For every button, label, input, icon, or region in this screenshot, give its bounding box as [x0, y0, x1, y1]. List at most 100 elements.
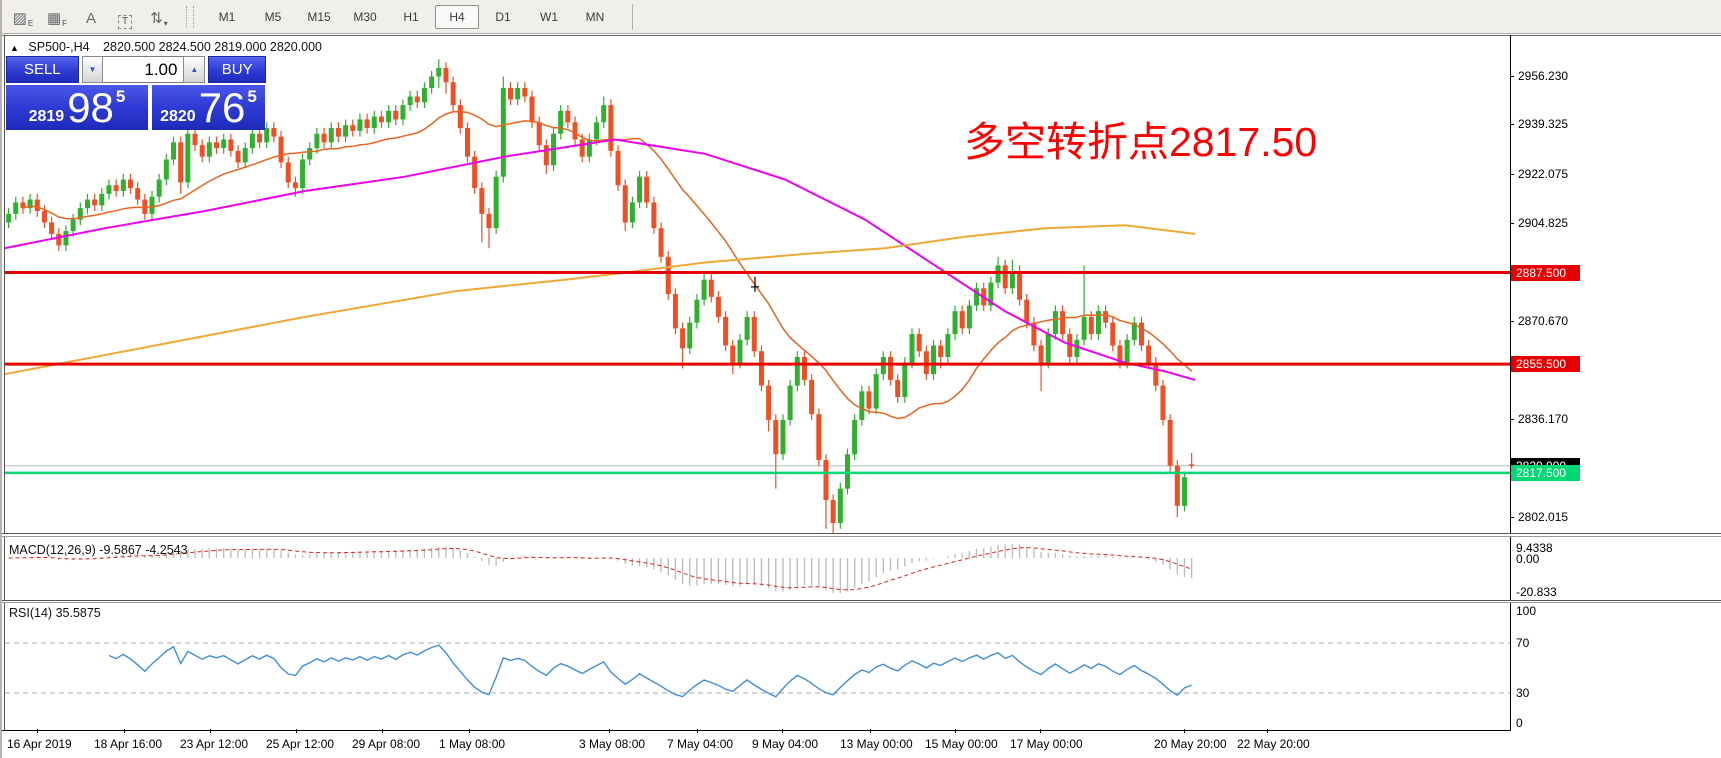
main-pane-top-border [2, 35, 1721, 36]
sell-price-big: 98 [67, 84, 114, 131]
main-macd-separator[interactable] [2, 533, 1721, 534]
text-box-icon[interactable]: T [112, 5, 138, 29]
rsi-axis-label: 100 [1516, 604, 1537, 618]
time-axis-tick [782, 729, 783, 733]
price-badge: 2855.500 [1511, 356, 1580, 372]
time-axis-tick [124, 729, 125, 733]
macd-values: -9.5867 -4.2543 [99, 543, 188, 557]
symbol-title: SP500-,H4 [28, 40, 90, 54]
ohlc-readout: 2820.500 2824.500 2819.000 2820.000 [103, 40, 323, 54]
tab-timeframe-m30[interactable]: M30 [353, 9, 377, 24]
pivot-annotation-text: 多空转折点2817.50 [964, 119, 1318, 165]
macd-axis-label: -20.833 [1516, 585, 1557, 599]
price-badge: 2817.500 [1511, 465, 1580, 481]
time-axis-tick [469, 729, 470, 733]
text-label-icon[interactable]: A [85, 9, 96, 27]
rsi-axis-label: 70 [1516, 636, 1530, 650]
time-axis-tick [210, 729, 211, 733]
price-axis-tick [1510, 174, 1514, 175]
time-axis-label: 7 May 04:00 [667, 737, 734, 751]
volume-input[interactable] [103, 56, 184, 83]
volume-decrease-button[interactable]: ▼ [81, 56, 104, 83]
price-axis-label: 2956.230 [1518, 69, 1569, 83]
symbol-header: ▲ SP500-,H4 2820.500 2824.500 2819.000 2… [10, 40, 322, 54]
buy-price-small: 2820 [160, 108, 196, 125]
time-axis-tick [382, 729, 383, 733]
price-axis-tick [1510, 321, 1514, 322]
tab-timeframe-d1[interactable]: D1 [495, 9, 511, 24]
time-axis-tick [1267, 729, 1268, 733]
price-axis-label: 2870.670 [1518, 314, 1569, 328]
time-axis-label: 9 May 04:00 [752, 737, 819, 751]
tab-timeframe-h4[interactable]: H4 [435, 4, 479, 29]
macd-axis-label: 9.4338 [1516, 541, 1553, 555]
time-axis-label: 16 Apr 2019 [7, 737, 72, 751]
price-axis-label: 2836.170 [1518, 412, 1569, 426]
macd-label: MACD(12,26,9) -9.5867 -4.2543 [9, 543, 188, 557]
time-axis-label: 15 May 00:00 [925, 737, 998, 751]
macd-axis-label: 0.00 [1516, 552, 1540, 566]
sell-button[interactable]: SELL [6, 56, 79, 83]
sell-price-sup: 5 [115, 87, 126, 106]
time-axis-tick [1040, 729, 1041, 733]
rsi-bottom-border [2, 730, 1511, 731]
price-axis-tick [1510, 76, 1514, 77]
time-axis-label: 18 Apr 16:00 [94, 737, 163, 751]
price-axis-label: 2802.015 [1518, 510, 1569, 524]
volume-increase-button[interactable]: ▲ [183, 56, 206, 83]
buy-price-big: 76 [198, 84, 246, 131]
plot-left-border [4, 35, 5, 730]
toolbar: ▨ E ▦ F A T ⇅ ▾ M1 M5 M15 M30 H1 H4 D1 W… [2, 0, 1721, 34]
time-axis-label: 17 May 00:00 [1010, 737, 1083, 751]
plot-right-border [1510, 35, 1511, 731]
time-axis-tick [870, 729, 871, 733]
grid-icon[interactable]: ▦ F [46, 9, 68, 28]
price-badge: 2887.500 [1511, 265, 1580, 281]
dropdown-caret-icon: ▾ [163, 18, 168, 28]
tab-timeframe-w1[interactable]: W1 [540, 9, 558, 24]
collapse-triangle-icon[interactable]: ▲ [10, 43, 19, 53]
rsi-axis-label: 30 [1516, 686, 1530, 700]
price-axis-label: 2922.075 [1518, 167, 1569, 181]
time-axis-label: 22 May 20:00 [1237, 737, 1310, 751]
time-axis-label: 25 Apr 12:00 [266, 737, 335, 751]
tab-timeframe-h1[interactable]: H1 [403, 9, 419, 24]
tab-timeframe-m15[interactable]: M15 [307, 9, 331, 24]
time-axis-label: 20 May 20:00 [1154, 737, 1227, 751]
buy-button[interactable]: BUY [208, 56, 266, 83]
rsi-label: RSI(14) 35.5875 [9, 606, 101, 620]
one-click-trade-panel: SELL ▼ ▲ BUY 2819 98 5 2820 76 5 [6, 56, 266, 130]
line-studies-icon[interactable]: ⇅ ▾ [150, 9, 168, 28]
macd-pane-canvas[interactable] [5, 538, 1510, 600]
price-axis-label: 2904.825 [1518, 216, 1569, 230]
buy-price-display[interactable]: 2820 76 5 [152, 85, 265, 130]
sell-price-display[interactable]: 2819 98 5 [6, 85, 148, 130]
time-axis-tick [296, 729, 297, 733]
tab-timeframe-mn[interactable]: MN [585, 9, 605, 24]
time-axis-label: 29 Apr 08:00 [352, 737, 421, 751]
price-axis-label: 2939.325 [1518, 117, 1569, 131]
buy-price-sup: 5 [247, 87, 257, 106]
price-pane-canvas[interactable] [5, 35, 1510, 533]
toolbar-separator [632, 3, 633, 30]
macd-rsi-separator[interactable] [2, 600, 1721, 601]
time-axis-tick [609, 729, 610, 733]
rsi-pane-canvas[interactable] [5, 603, 1510, 730]
toolbar-grip [186, 5, 194, 28]
price-axis-tick [1510, 517, 1514, 518]
time-axis-label: 13 May 00:00 [840, 737, 913, 751]
indicators-hatch-icon[interactable]: ▨ E [12, 9, 34, 28]
time-axis-tick [697, 729, 698, 733]
rsi-value: 35.5875 [55, 606, 101, 620]
grid-glyph: ▦ [46, 9, 62, 27]
time-axis-tick [1184, 729, 1185, 733]
price-axis-tick [1510, 124, 1514, 125]
time-axis-tick [37, 729, 38, 733]
time-axis-tick [955, 729, 956, 733]
price-axis-tick [1510, 419, 1514, 420]
tab-timeframe-m1[interactable]: M1 [218, 9, 236, 24]
indicators-hatch-glyph: ▨ [12, 9, 27, 27]
tab-timeframe-m5[interactable]: M5 [264, 9, 282, 24]
time-axis-label: 23 Apr 12:00 [180, 737, 249, 751]
time-axis-label: 3 May 08:00 [579, 737, 646, 751]
